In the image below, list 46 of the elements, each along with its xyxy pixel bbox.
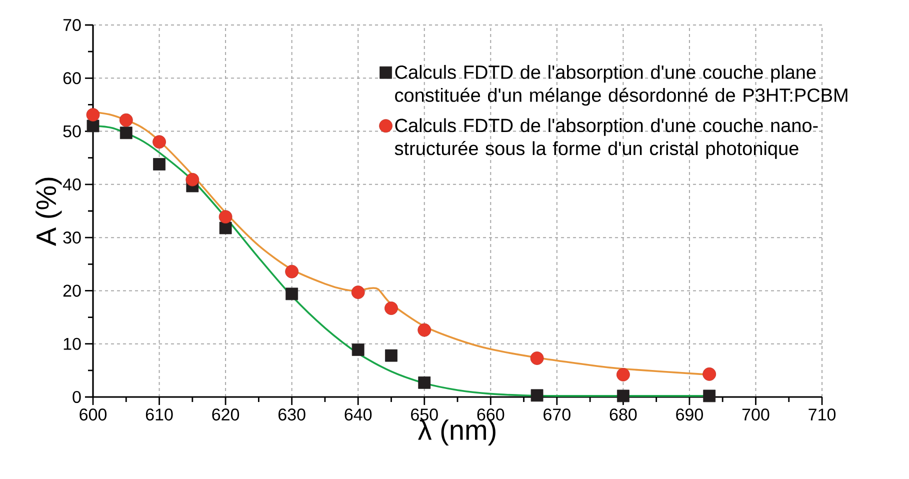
y-tick-label: 50 (63, 125, 81, 138)
x-tick-label: 670 (544, 408, 570, 421)
x-tick-label: 710 (808, 408, 836, 421)
x-tick-label: 630 (278, 408, 306, 421)
point (153, 158, 166, 170)
point (418, 323, 432, 337)
y-tick-label: 30 (63, 232, 81, 244)
point (219, 222, 232, 234)
y-tick-label: 60 (63, 72, 81, 84)
point (703, 390, 716, 402)
x-tick-label: 600 (80, 408, 107, 421)
point (616, 390, 630, 402)
point (702, 367, 716, 381)
y-tick-label: 0 (72, 390, 81, 404)
point (286, 288, 298, 300)
x-tick-label: 690 (676, 408, 703, 421)
point (385, 349, 398, 362)
x-tick-label: 640 (344, 408, 372, 421)
point (530, 389, 544, 402)
y-tick-label: 20 (63, 284, 81, 297)
point (384, 302, 398, 315)
y-tick-label: 70 (63, 18, 81, 32)
point (351, 286, 365, 300)
x-tick-label: 700 (742, 408, 770, 421)
x-tick-label: 650 (411, 408, 438, 421)
point (218, 210, 232, 224)
point (119, 113, 133, 127)
legend-label: Calculs FDTD de l'absorption d'une couche nano-structurée sous la forme d'un cristal photonique (394, 118, 818, 159)
x-tick-label: 680 (610, 408, 637, 421)
point (530, 352, 544, 365)
x-tick-label: 620 (212, 408, 240, 421)
legend-label: Calculs FDTD de l'absorption d'une couche plane constituée d'un mélange désordonné de P3HT:PCBM (395, 64, 848, 106)
point (418, 376, 431, 389)
point (352, 344, 364, 356)
x-tick-label: 610 (146, 408, 173, 421)
point (616, 368, 630, 382)
point (86, 108, 100, 122)
point (186, 172, 200, 186)
point (152, 135, 166, 149)
point (86, 120, 100, 132)
point (285, 264, 299, 278)
y-tick-label: 10 (64, 338, 81, 350)
y-axis-title: A (%) (36, 178, 62, 246)
x-tick-label: 660 (477, 408, 504, 421)
point (120, 126, 132, 140)
y-tick-label: 40 (62, 178, 81, 190)
